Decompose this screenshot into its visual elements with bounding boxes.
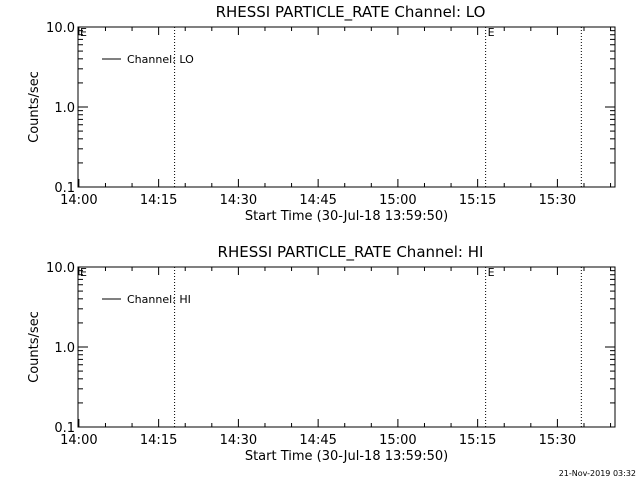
y-tick-label: 0.1 — [54, 181, 75, 196]
chart-title: RHESSI PARTICLE_RATE Channel: HI — [218, 243, 484, 262]
vertical-marker-label: E — [488, 266, 495, 279]
legend-label: Channel: HI — [127, 293, 191, 306]
x-tick-label: 15:30 — [539, 433, 576, 448]
y-tick-label: 10.0 — [46, 261, 75, 276]
vertical-marker-label: E — [488, 26, 495, 39]
x-tick-label: 15:00 — [379, 433, 416, 448]
x-tick-label: 14:45 — [299, 193, 336, 208]
x-tick-label: 14:15 — [140, 193, 177, 208]
plot-frame — [77, 26, 616, 188]
x-tick-label: 14:30 — [220, 193, 257, 208]
y-tick-label: 0.1 — [54, 421, 75, 436]
chart-title: RHESSI PARTICLE_RATE Channel: LO — [216, 3, 486, 22]
x-tick-label: 15:00 — [379, 193, 416, 208]
legend-label: Channel: LO — [127, 53, 194, 66]
x-tick-label: 14:30 — [220, 433, 257, 448]
x-tick-label: 15:30 — [539, 193, 576, 208]
y-tick-label: 1.0 — [54, 101, 75, 116]
x-tick-label: 14:45 — [299, 433, 336, 448]
x-tick-label: 14:00 — [60, 433, 97, 448]
x-tick-label: 15:15 — [459, 193, 496, 208]
y-axis-label: Counts/sec — [27, 311, 42, 383]
footer-timestamp: 21-Nov-2019 03:32 — [559, 469, 636, 478]
x-tick-label: 14:15 — [140, 433, 177, 448]
x-axis-label: Start Time (30-Jul-18 13:59:50) — [245, 209, 448, 224]
x-tick-label: 14:00 — [60, 193, 97, 208]
y-tick-label: 1.0 — [54, 341, 75, 356]
y-tick-label: 10.0 — [46, 21, 75, 36]
x-axis-label: Start Time (30-Jul-18 13:59:50) — [245, 449, 448, 464]
y-axis-label: Counts/sec — [27, 71, 42, 143]
corner-marker-label: E — [80, 26, 87, 39]
corner-marker-label: E — [80, 266, 87, 279]
x-tick-label: 15:15 — [459, 433, 496, 448]
plot-frame — [77, 266, 616, 428]
